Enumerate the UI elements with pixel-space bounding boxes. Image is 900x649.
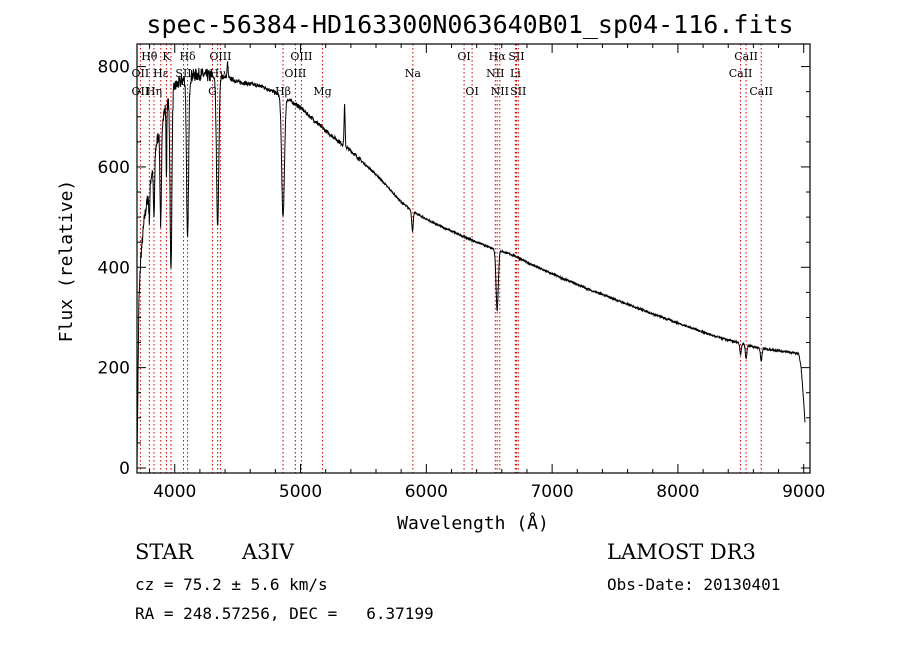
survey-name: LAMOST DR3 xyxy=(607,540,756,564)
line-label: K xyxy=(162,50,171,63)
chart-title: spec-56384-HD163300N063640B01_sp04-116.f… xyxy=(146,10,793,39)
object-type: STAR xyxy=(135,540,194,564)
y-tick-label: 600 xyxy=(98,158,130,178)
observation-date: Obs-Date: 20130401 xyxy=(607,575,781,594)
line-label: NII xyxy=(491,85,509,98)
y-tick-label: 800 xyxy=(98,58,130,78)
x-axis-ticks: 4000 5000 6000 7000 8000 9000 xyxy=(149,44,825,502)
line-label: Hη xyxy=(146,85,162,98)
x-tick-label: 4000 xyxy=(153,482,196,502)
line-label: SII xyxy=(508,50,524,63)
line-label: Hδ xyxy=(179,50,196,63)
line-label: CaII xyxy=(734,50,758,63)
x-tick-label: 7000 xyxy=(530,482,573,502)
line-label: OII xyxy=(132,67,150,80)
line-label: Na xyxy=(405,67,422,80)
line-label-group: HθOIIOIIHεHηKSIIHδGOIIIHγHβOIIIOIIIMgNaO… xyxy=(132,50,773,98)
line-label: G xyxy=(208,85,217,98)
line-label: SII xyxy=(510,85,526,98)
line-label: Mg xyxy=(313,85,331,98)
line-label: OI xyxy=(457,50,470,63)
line-label: NII xyxy=(486,67,504,80)
ra-dec: RA = 248.57256, DEC = 6.37199 xyxy=(135,604,434,623)
line-label: OIII xyxy=(209,50,231,63)
plot-frame xyxy=(136,43,811,474)
line-label: CaII xyxy=(729,67,753,80)
x-tick-label: 6000 xyxy=(405,482,448,502)
x-axis-label: Wavelength (Å) xyxy=(397,512,549,534)
line-label: Li xyxy=(510,67,521,80)
x-tick-label: 5000 xyxy=(279,482,322,502)
line-label: CaII xyxy=(749,85,773,98)
x-tick-label: 8000 xyxy=(656,482,699,502)
y-axis-label: Flux (relative) xyxy=(56,180,77,343)
line-label: OIII xyxy=(290,50,312,63)
redshift-cz: cz = 75.2 ± 5.6 km/s xyxy=(135,575,328,594)
line-label: Hε xyxy=(153,67,169,80)
line-marker-group xyxy=(139,44,762,473)
y-axis-ticks: 0 200 400 600 800 xyxy=(98,58,810,479)
spectrum-line xyxy=(136,61,806,469)
line-label: Hθ xyxy=(141,50,158,63)
line-label: Hβ xyxy=(275,85,291,98)
spectral-subclass: A3IV xyxy=(242,540,294,564)
line-label: OI xyxy=(465,85,478,98)
y-tick-label: 400 xyxy=(98,258,130,278)
x-tick-label: 9000 xyxy=(782,482,825,502)
line-label: Hα xyxy=(489,50,507,63)
line-label: OIII xyxy=(284,67,306,80)
y-tick-label: 200 xyxy=(98,359,130,379)
y-tick-label: 0 xyxy=(119,459,130,479)
